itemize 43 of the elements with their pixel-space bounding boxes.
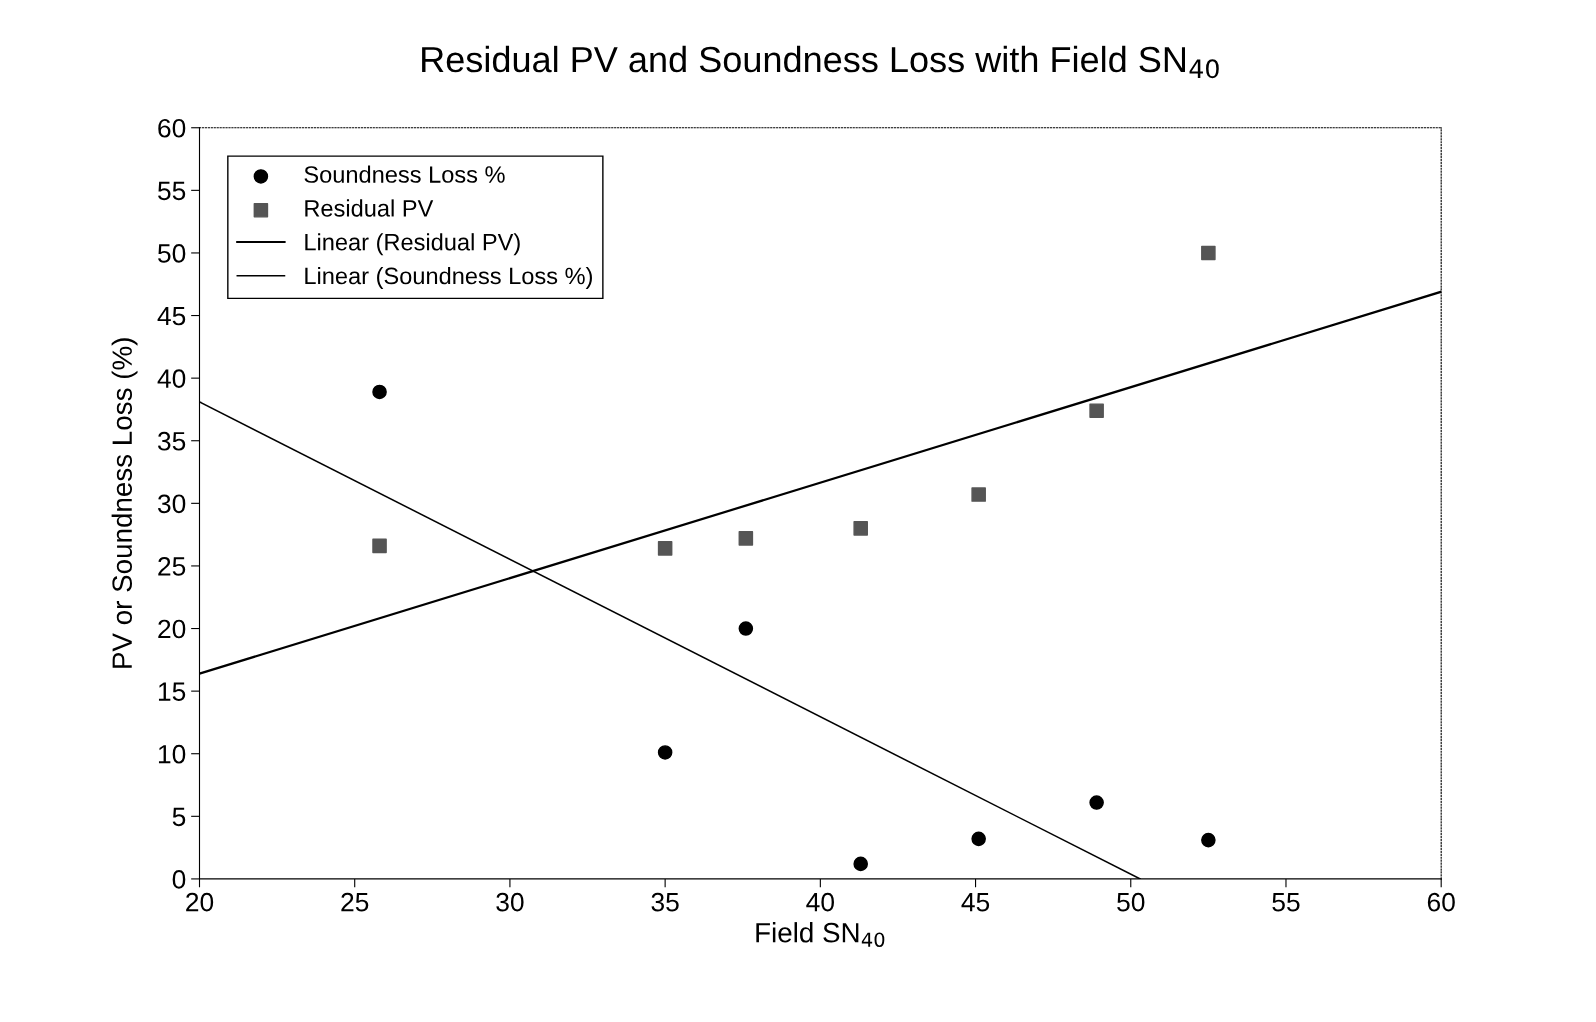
y-tick-label: 60 [158,118,186,138]
y-tick-label: 20 [158,619,186,639]
x-tick-label: 40 [806,892,834,912]
y-tick-label: 55 [158,181,186,201]
y-tick-label: 30 [157,494,186,514]
point [738,621,754,636]
legend-label: Soundness Loss % [304,165,505,183]
legend-label: Residual PV [305,199,434,217]
x-tick-label: 60 [1427,892,1455,912]
point [971,487,986,502]
x-tick-label: 35 [651,892,679,912]
y-tick-label: 50 [158,244,186,263]
point [1201,832,1216,848]
point [372,384,387,400]
x-tick-label: 45 [961,893,990,912]
x-tick-label: 25 [341,892,369,912]
x-tick-label: 50 [1117,892,1145,912]
y-tick-label: 5 [172,807,186,827]
x-tick-label: 55 [1272,893,1300,912]
point [1089,403,1104,418]
y-tick-label: 10 [158,744,186,764]
y-tick-label: 35 [157,431,186,451]
point [657,745,673,760]
y-axis-title: PV or Soundness Loss (%) [111,338,138,668]
chart-title: Residual PV and Soundness Loss with Field SN$_{40}$ [422,45,1219,79]
y-tick-label: 40 [157,369,186,388]
point [971,831,986,847]
point [657,541,673,556]
point [372,538,387,554]
legend-label: Linear (Residual PV) [305,233,520,256]
x-tick-label: 20 [186,892,214,912]
y-tick-label: 25 [158,557,186,576]
point [1201,245,1216,261]
y-tick-label: 0 [172,870,186,889]
x-tick-label: 30 [496,892,524,912]
y-tick-label: 45 [157,306,186,326]
point [738,531,754,546]
point [853,856,868,872]
y-tick-label: 15 [158,682,186,701]
point [853,521,868,536]
legend-label: Linear (Soundness Loss %) [305,266,592,289]
x-axis-title: Field SN$_{40}$ [756,922,885,948]
point [1089,795,1104,810]
